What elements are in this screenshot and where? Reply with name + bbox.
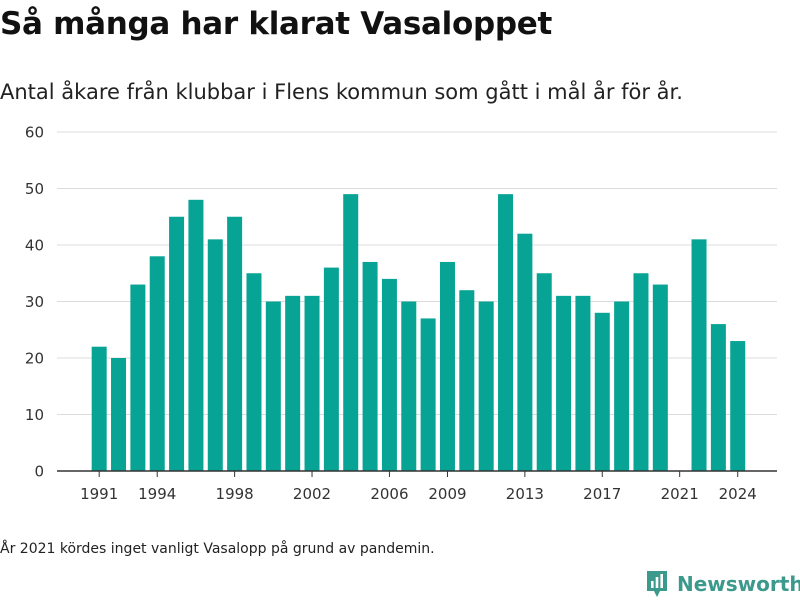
bar-2000 <box>265 301 281 471</box>
chart-subtitle: Antal åkare från klubbar i Flens kommun … <box>0 80 683 104</box>
x-tick-label: 1994 <box>138 485 176 503</box>
x-tick-label: 1998 <box>216 485 254 503</box>
bar-1991 <box>91 346 107 471</box>
bar-2024 <box>730 341 746 471</box>
bar-2009 <box>439 261 455 471</box>
x-tick-label: 1991 <box>80 485 118 503</box>
bar-2001 <box>285 295 301 471</box>
bar-2003 <box>323 267 339 471</box>
bar-2010 <box>459 290 475 471</box>
bar-1998 <box>227 216 243 471</box>
newsworthy-logo-icon <box>647 571 667 597</box>
x-tick-label: 2021 <box>661 485 699 503</box>
bar-1993 <box>130 284 146 471</box>
bar-2016 <box>575 295 591 471</box>
bar-1997 <box>207 239 223 471</box>
bar-2005 <box>362 261 378 471</box>
bar-1995 <box>169 216 185 471</box>
x-tick-label: 2002 <box>293 485 331 503</box>
y-tick-label: 20 <box>25 350 44 368</box>
newsworthy-brand: Newsworthy <box>645 568 800 600</box>
bar-2023 <box>710 324 726 471</box>
chart-footnote: År 2021 kördes inget vanligt Vasalopp på… <box>0 541 435 557</box>
bar-2020 <box>652 284 668 471</box>
bar-2008 <box>420 318 436 471</box>
y-tick-label: 40 <box>25 237 44 255</box>
y-tick-label: 50 <box>25 180 44 198</box>
bar-2002 <box>304 295 320 471</box>
x-tick-label: 2006 <box>370 485 408 503</box>
bar-2011 <box>478 301 494 471</box>
y-tick-label: 10 <box>25 406 44 424</box>
y-tick-label: 30 <box>25 293 44 311</box>
brand-name: Newsworthy <box>677 572 800 596</box>
bar-2022 <box>691 239 707 471</box>
chart-title: Så många har klarat Vasaloppet <box>0 6 553 42</box>
bar-2013 <box>517 233 533 471</box>
x-tick-label: 2009 <box>428 485 466 503</box>
bar-2017 <box>594 312 610 471</box>
bar-2012 <box>498 194 514 471</box>
bar-1994 <box>149 256 165 471</box>
x-tick-label: 2024 <box>719 485 757 503</box>
bar-2006 <box>381 278 397 471</box>
bar-1999 <box>246 273 262 471</box>
bar-1996 <box>188 199 204 472</box>
bar-2004 <box>343 194 359 471</box>
x-tick-label: 2013 <box>506 485 544 503</box>
bar-2007 <box>401 301 417 471</box>
x-tick-label: 2017 <box>583 485 621 503</box>
bar-2018 <box>614 301 630 471</box>
bar-2015 <box>556 295 572 471</box>
y-tick-label: 0 <box>34 463 44 481</box>
bar-1992 <box>111 358 127 471</box>
bar-chart: 0 10 20 30 40 50 60 1991 1994 1998 2002 2006 2009 201… <box>25 124 777 503</box>
y-tick-label: 60 <box>25 124 44 142</box>
bar-2014 <box>536 273 552 471</box>
bar-2019 <box>633 273 649 471</box>
